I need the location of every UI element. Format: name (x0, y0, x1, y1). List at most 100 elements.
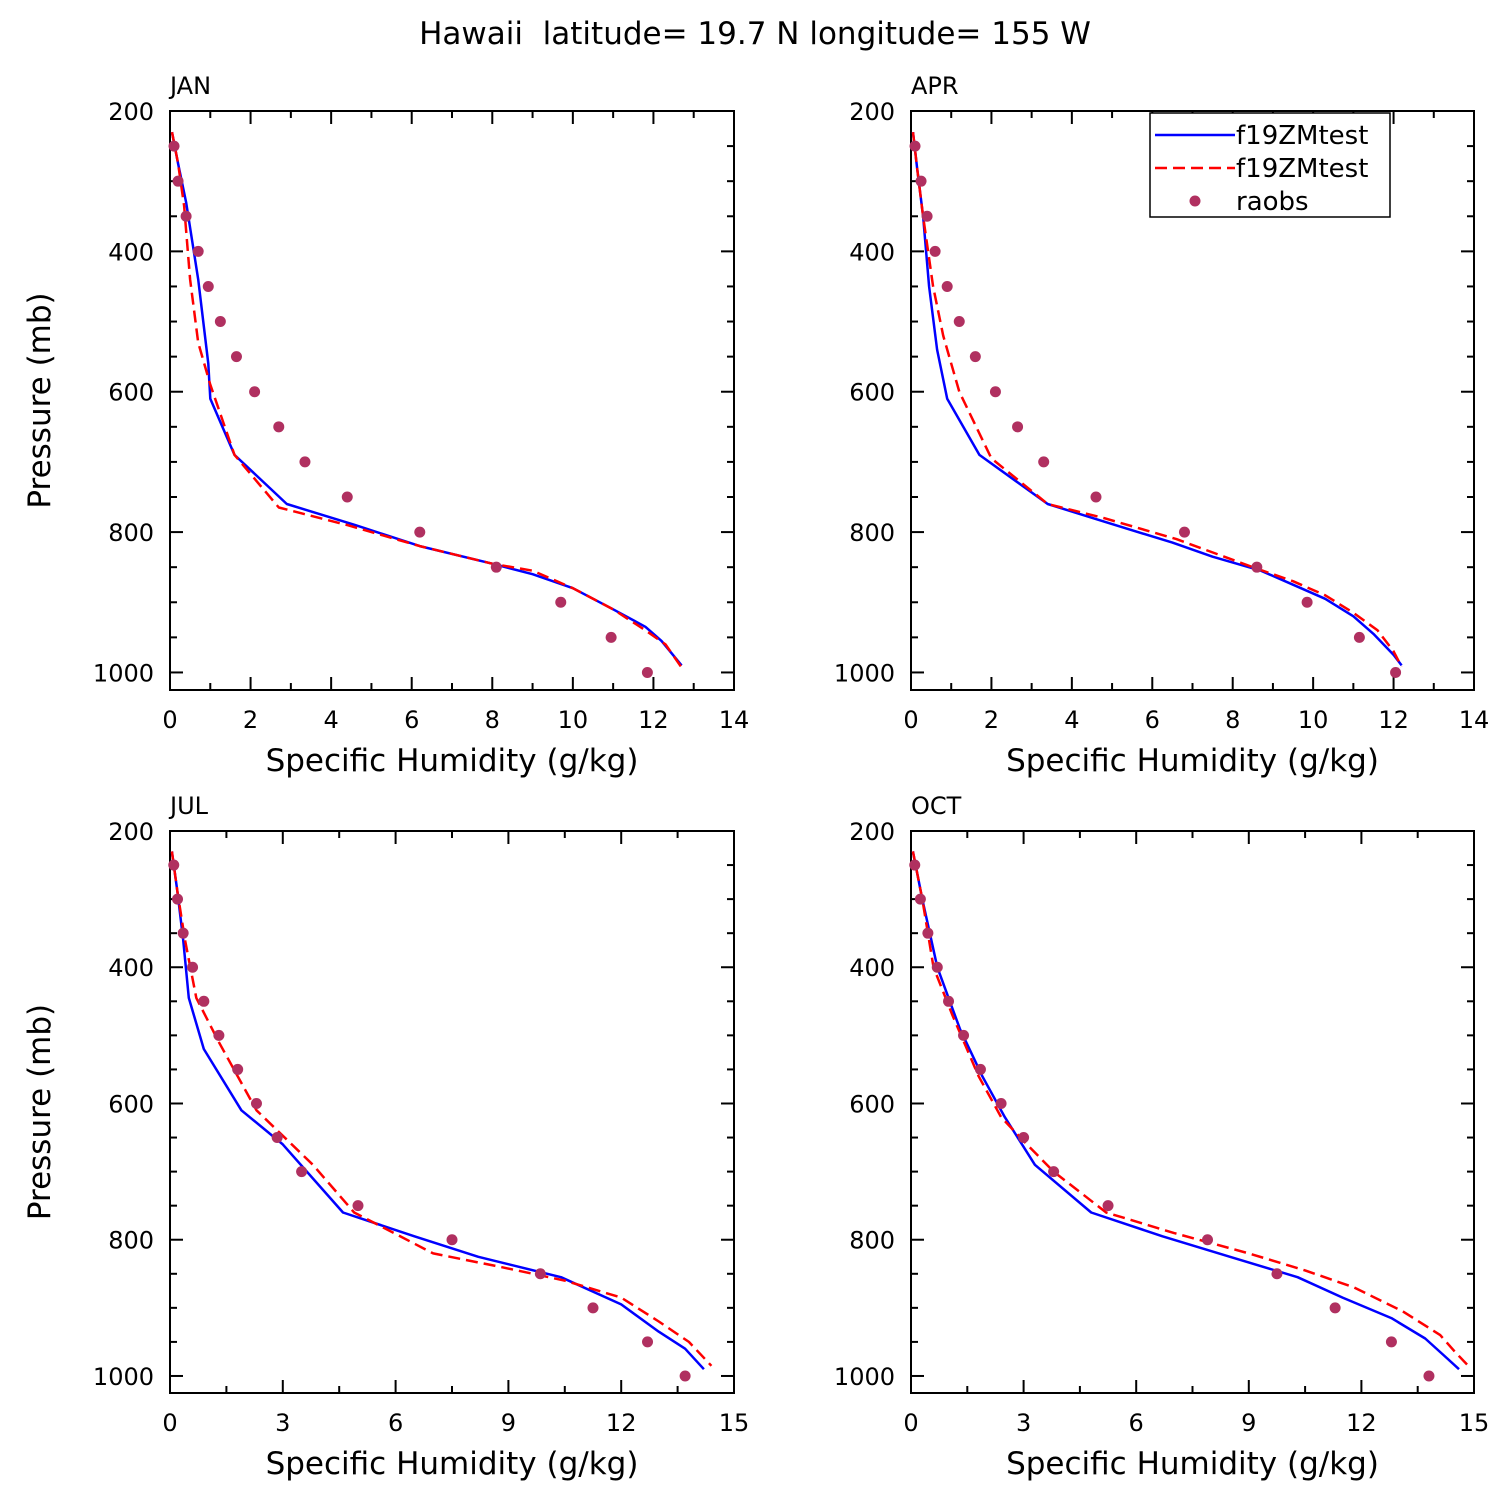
raobs-point (642, 1336, 654, 1348)
raobs-point (929, 245, 941, 257)
x-tick-label: 4 (1064, 706, 1079, 734)
raobs-point (922, 927, 934, 939)
x-axis-label: Specific Humidity (g/kg) (266, 1446, 639, 1482)
raobs-point (641, 666, 653, 678)
x-tick-label: 6 (388, 1409, 403, 1437)
raobs-point (969, 351, 981, 363)
raobs-point (414, 526, 426, 538)
y-tick-label: 200 (849, 818, 895, 846)
raobs-series (909, 140, 1402, 678)
raobs-point (1202, 1234, 1214, 1246)
raobs-point (995, 1097, 1007, 1109)
raobs-point (352, 1200, 364, 1212)
raobs-point (605, 631, 617, 643)
y-tick-label: 600 (108, 379, 154, 407)
x-tick-label: 14 (719, 706, 750, 734)
x-tick-label: 12 (1346, 1409, 1377, 1437)
y-tick-label: 800 (108, 1227, 154, 1255)
y-tick-label: 400 (108, 238, 154, 266)
y-axis-label: Pressure (mb) (22, 1004, 58, 1220)
x-tick-label: 10 (1298, 706, 1329, 734)
x-tick-label: 14 (1459, 706, 1490, 734)
x-tick-label: 6 (1145, 706, 1160, 734)
raobs-point (1102, 1200, 1114, 1212)
x-axis-label: Specific Humidity (g/kg) (1006, 1446, 1379, 1482)
y-tick-label: 200 (849, 98, 895, 126)
y-tick-label: 1000 (834, 659, 895, 687)
raobs-point (273, 421, 285, 433)
y-axis-label: Pressure (mb) (22, 292, 58, 508)
raobs-point (941, 280, 953, 292)
raobs-point (249, 386, 261, 398)
y-tick-label: 800 (108, 519, 154, 547)
raobs-point (213, 1029, 225, 1041)
series-line-solid (911, 131, 1403, 667)
ticks (910, 830, 1475, 1393)
series-line-solid (170, 131, 683, 667)
panel-oct: 0 3 6 9 12 15 200 400 600 800 1000 OCT Specific Humi… (834, 792, 1489, 1482)
ticks (169, 110, 735, 690)
raobs-point (232, 1063, 244, 1075)
y-tick-label: 800 (849, 519, 895, 547)
y-tick-label: 400 (849, 954, 895, 982)
series-line-solid (170, 851, 705, 1371)
panel-jul: 0 3 6 9 12 15 200 400 600 800 1000 JUL Specific Humi… (22, 792, 749, 1482)
x-tick-label: 8 (485, 706, 500, 734)
series-line-dashed (170, 851, 713, 1367)
raobs-point (299, 456, 311, 468)
raobs-point (943, 995, 955, 1007)
series-line-dashed (170, 131, 683, 669)
y-tick-label: 600 (849, 1090, 895, 1118)
x-tick-label: 4 (324, 706, 339, 734)
x-tick-label: 3 (275, 1409, 290, 1437)
y-tick-label: 400 (108, 954, 154, 982)
raobs-point (1038, 456, 1050, 468)
raobs-point (1329, 1302, 1341, 1314)
raobs-point (1178, 526, 1190, 538)
raobs-point (1090, 491, 1102, 503)
raobs-point (296, 1166, 308, 1178)
panel-jan: 0 2 4 6 8 10 12 14 200 400 600 800 1000 JAN Specific H… (22, 72, 749, 779)
plot-frame (910, 830, 1475, 1394)
raobs-point (192, 245, 204, 257)
y-tick-label: 600 (849, 379, 895, 407)
plot-frame (169, 830, 735, 1394)
raobs-point (989, 386, 1001, 398)
series-line-dashed (911, 851, 1472, 1369)
panel-title: JAN (168, 72, 211, 100)
raobs-point (168, 140, 180, 152)
series-line-dashed (911, 131, 1403, 668)
x-tick-label: 12 (1378, 706, 1409, 734)
x-tick-label: 0 (162, 1409, 177, 1437)
x-tick-label: 6 (404, 706, 419, 734)
y-tick-label: 1000 (93, 659, 154, 687)
x-tick-label: 15 (719, 1409, 750, 1437)
x-tick-label: 12 (638, 706, 669, 734)
panel-apr: 0 2 4 6 8 10 12 14 200 400 600 800 1000 APR Specific H… (834, 72, 1489, 779)
raobs-point (198, 995, 210, 1007)
ticks (910, 110, 1475, 690)
series-line-solid (911, 851, 1460, 1371)
legend-marker-raobs (1189, 195, 1201, 207)
x-axis-label: Specific Humidity (g/kg) (1006, 743, 1379, 779)
raobs-series (168, 140, 653, 678)
raobs-point (909, 859, 921, 871)
y-tick-label: 400 (849, 238, 895, 266)
x-tick-label: 2 (243, 706, 258, 734)
panel-title: OCT (911, 792, 962, 820)
raobs-point (341, 491, 353, 503)
x-tick-label: 10 (558, 706, 589, 734)
y-tick-label: 200 (108, 818, 154, 846)
y-tick-label: 1000 (834, 1363, 895, 1391)
y-tick-label: 200 (108, 98, 154, 126)
x-tick-label: 9 (1241, 1409, 1256, 1437)
raobs-series (909, 859, 1435, 1382)
y-tick-label: 800 (849, 1227, 895, 1255)
x-tick-label: 0 (903, 1409, 918, 1437)
raobs-point (202, 280, 214, 292)
raobs-point (1251, 561, 1263, 573)
raobs-point (958, 1029, 970, 1041)
raobs-point (230, 351, 242, 363)
